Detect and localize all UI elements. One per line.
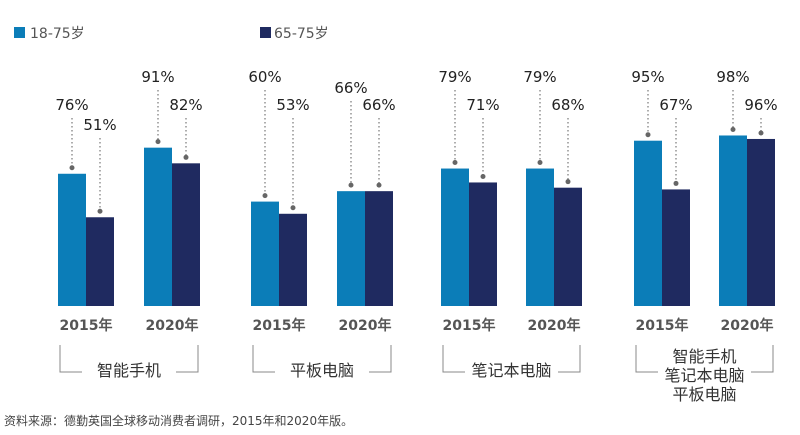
leader-dot [155, 139, 161, 145]
bar-18-75岁-2020年 [337, 191, 365, 306]
leader-dot [262, 193, 268, 199]
bar-18-75岁-2015年 [251, 201, 279, 306]
bracket-left [442, 345, 465, 373]
year-label: 2015年 [636, 317, 689, 334]
year-label: 2020年 [339, 317, 392, 334]
bar-65-75岁-2020年 [365, 191, 393, 306]
bar-18-75岁-2020年 [719, 135, 747, 306]
leader-dot [758, 130, 764, 136]
year-label: 2015年 [60, 317, 113, 334]
leader-dot [673, 180, 679, 186]
bar-65-75岁-2015年 [279, 213, 307, 306]
bracket-right [751, 345, 774, 373]
category-label: 平板电脑 [290, 361, 354, 380]
year-label: 2020年 [146, 317, 199, 334]
leader-dot [730, 126, 736, 132]
legend-swatch-65-75 [260, 27, 271, 38]
leader-dot [537, 160, 543, 166]
legend-swatch-18-75 [14, 27, 25, 38]
data-label: 96% [744, 96, 777, 114]
bar-65-75岁-2015年 [662, 189, 690, 306]
year-label: 2015年 [443, 317, 496, 334]
data-label: 66% [362, 96, 395, 114]
category-label: 笔记本电脑 [471, 361, 551, 380]
bar-65-75岁-2015年 [469, 182, 497, 306]
source-note: 资料来源：德勤英国全球移动消费者调研，2015年和2020年版。 [4, 413, 353, 428]
leader-dot [452, 160, 458, 166]
bracket-left [635, 345, 658, 373]
bar-18-75岁-2015年 [634, 140, 662, 306]
data-label: 68% [551, 96, 584, 114]
bracket-left [59, 345, 82, 373]
data-label: 79% [438, 68, 471, 86]
category-label: 平板电脑 [672, 385, 736, 404]
leader-dot [645, 132, 651, 138]
legend-label-65-75: 65-75岁 [274, 26, 329, 42]
data-label: 60% [248, 68, 281, 86]
data-label: 53% [276, 96, 309, 114]
bar-65-75岁-2015年 [86, 217, 114, 306]
data-label: 95% [631, 68, 664, 86]
data-label: 66% [334, 79, 367, 97]
data-label: 67% [659, 96, 692, 114]
data-label: 91% [141, 68, 174, 86]
category-label: 智能手机 [672, 347, 736, 366]
leader-dot [480, 173, 486, 179]
bar-18-75岁-2020年 [526, 168, 554, 306]
bracket-left [252, 345, 275, 373]
category-label: 智能手机 [97, 361, 161, 380]
year-label: 2015年 [253, 317, 306, 334]
leader-dot [97, 208, 103, 214]
leader-dot [565, 179, 571, 185]
bracket-right [176, 345, 199, 373]
bar-18-75岁-2015年 [58, 173, 86, 306]
data-label: 79% [523, 68, 556, 86]
legend-label-18-75: 18-75岁 [30, 26, 85, 42]
bar-18-75岁-2020年 [144, 147, 172, 306]
year-label: 2020年 [528, 317, 581, 334]
data-label: 71% [466, 96, 499, 114]
data-label: 82% [169, 96, 202, 114]
data-label: 98% [716, 68, 749, 86]
leader-dot [183, 154, 189, 160]
bar-65-75岁-2020年 [172, 163, 200, 306]
bracket-right [558, 345, 581, 373]
year-label: 2020年 [721, 317, 774, 334]
bracket-right [369, 345, 392, 373]
data-label: 51% [83, 116, 116, 134]
bar-65-75岁-2020年 [554, 187, 582, 306]
leader-dot [290, 205, 296, 211]
category-label: 笔记本电脑 [664, 366, 744, 385]
leader-dot [69, 165, 75, 171]
data-label: 76% [55, 96, 88, 114]
bar-18-75岁-2015年 [441, 168, 469, 306]
leader-dot [376, 182, 382, 188]
bar-65-75岁-2020年 [747, 138, 775, 306]
leader-dot [348, 182, 354, 188]
